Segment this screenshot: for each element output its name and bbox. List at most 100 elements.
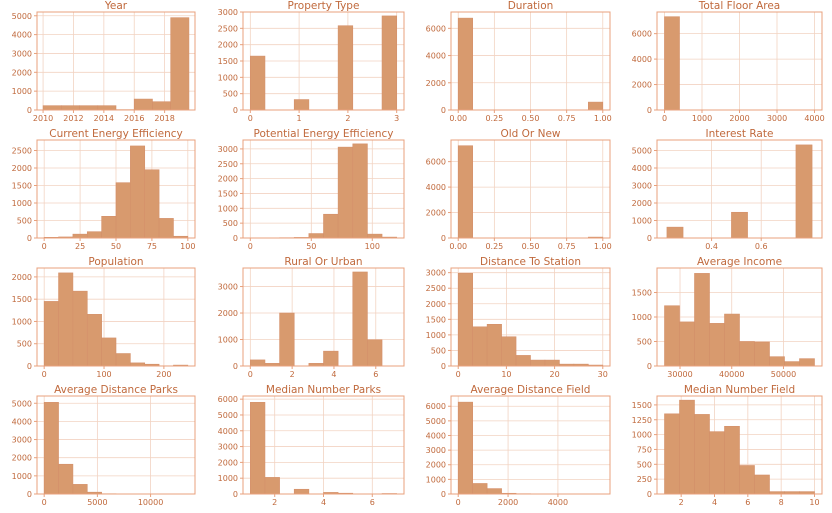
x-tick-label: 0.50	[522, 242, 540, 251]
y-tick-label: 1000	[218, 204, 238, 213]
histogram-bar	[58, 463, 74, 495]
y-tick-label: 2000	[218, 41, 238, 50]
y-tick-label: 1500	[12, 182, 32, 191]
x-tick-label: 2000	[498, 498, 518, 507]
y-tick-label: 3000	[426, 446, 446, 455]
x-tick-label: 2018	[154, 114, 174, 123]
y-tick-label: 1000	[218, 73, 238, 82]
y-tick-label: 2000	[218, 309, 238, 318]
histogram-bar	[515, 355, 531, 367]
y-tick-label: 3000	[12, 49, 32, 58]
y-tick-label: 4000	[426, 431, 446, 440]
y-tick-label: 0	[27, 106, 32, 115]
y-tick-label: 2000	[426, 300, 446, 309]
y-tick-label: 500	[431, 346, 446, 355]
panel-title: Interest Rate	[706, 128, 774, 140]
axes-frame	[242, 139, 405, 239]
histogram-panel: 2 4 6 8 10 0 250 500 750 1000 1250 1500 Median Numbe…	[632, 384, 823, 507]
y-tick-label: 4000	[426, 183, 446, 192]
y-tick-label: 500	[17, 340, 32, 349]
y-tick-label: 2000	[632, 199, 652, 208]
y-tick-label: 2000	[12, 454, 32, 463]
panel-title: Property Type	[288, 0, 360, 12]
panel-title: Average Income	[697, 256, 782, 268]
x-tick-label: 0.75	[558, 114, 576, 123]
histogram-bar	[472, 326, 488, 367]
histogram-bar	[367, 233, 383, 239]
x-tick-label: 50	[306, 242, 316, 251]
histogram-panel: 0 10 20 30 0 500 1000 1500 2000 2500 3000 Distance …	[426, 256, 611, 379]
y-tick-label: 2000	[218, 458, 238, 467]
y-tick-label: 2000	[12, 68, 32, 77]
histogram-bar	[367, 339, 383, 367]
x-tick-label: 6	[373, 370, 378, 379]
y-tick-label: 6000	[426, 158, 446, 167]
histogram-panel: 0 2000 4000 0 1000 2000 3000 4000 5000 6000 Averag…	[426, 384, 611, 507]
y-tick-label: 1500	[12, 295, 32, 304]
x-tick-label: 0	[42, 370, 47, 379]
histogram-bar	[457, 401, 473, 495]
axes-frame	[450, 395, 611, 495]
histogram-bar	[115, 353, 131, 367]
y-tick-label: 0	[27, 234, 32, 243]
x-tick-label: 0.25	[485, 242, 503, 251]
panel-title: Population	[88, 256, 143, 268]
panel-title: Median Number Field	[684, 384, 795, 396]
x-tick-label: 0.6	[755, 242, 768, 251]
panel-title: Median Number Parks	[266, 384, 381, 396]
x-tick-label: 25	[75, 242, 85, 251]
y-tick-label: 3000	[218, 283, 238, 292]
y-tick-label: 0	[233, 362, 238, 371]
histogram-bar	[250, 402, 266, 495]
x-tick-label: 1	[297, 114, 302, 123]
histogram-bar	[250, 55, 266, 111]
histogram-bar	[337, 146, 354, 239]
x-tick-label: 2014	[94, 114, 114, 123]
histogram-bar	[799, 358, 815, 367]
y-tick-label: 1000	[218, 336, 238, 345]
histogram-bar	[79, 105, 99, 111]
histogram-bar	[381, 15, 397, 111]
y-tick-label: 3000	[632, 182, 652, 191]
panel-title: Rural Or Urban	[284, 256, 362, 268]
y-tick-label: 2500	[12, 147, 32, 156]
histogram-bar	[72, 484, 88, 495]
x-tick-label: 2012	[63, 114, 83, 123]
y-tick-label: 0	[233, 234, 238, 243]
y-tick-label: 6000	[632, 30, 652, 39]
histogram-bar	[323, 350, 339, 367]
axes-frame	[36, 11, 196, 111]
y-tick-label: 2000	[426, 209, 446, 218]
axes-frame	[36, 395, 196, 495]
histogram-panel: 2010 2012 2014 2016 2018 0 1000 2000 3000 4000 500…	[12, 0, 196, 123]
y-tick-label: 1500	[218, 57, 238, 66]
histogram-bar	[731, 211, 748, 239]
x-tick-label: 50000	[771, 370, 796, 379]
x-tick-label: 1.00	[594, 242, 612, 251]
histogram-bar	[679, 399, 695, 495]
x-tick-label: 4	[331, 370, 336, 379]
y-tick-label: 0	[441, 490, 446, 499]
x-tick-label: 50	[111, 242, 121, 251]
y-tick-label: 2000	[218, 175, 238, 184]
x-tick-label: 2	[345, 114, 350, 123]
histogram-bar	[664, 16, 680, 111]
histogram-bar	[323, 213, 339, 239]
y-tick-label: 3000	[218, 8, 238, 17]
histogram-panel: 2 4 6 0 1000 2000 3000 4000 5000 6000 Median Numbe…	[218, 384, 405, 507]
histogram-bar	[739, 341, 755, 367]
panel-title: Old Or New	[500, 128, 560, 140]
y-tick-label: 5000	[426, 417, 446, 426]
y-tick-label: 2000	[12, 273, 32, 282]
x-tick-label: 4	[712, 498, 717, 507]
x-tick-label: 1000	[692, 114, 712, 123]
x-tick-label: 75	[147, 242, 157, 251]
histogram-bar	[724, 425, 740, 495]
y-tick-label: 2000	[12, 164, 32, 173]
histogram-bar	[754, 341, 770, 367]
histogram-bar	[61, 105, 80, 111]
x-tick-label: 2016	[124, 114, 144, 123]
x-tick-label: 4000	[804, 114, 824, 123]
x-tick-label: 0	[248, 370, 253, 379]
panel-title: Duration	[508, 0, 554, 12]
